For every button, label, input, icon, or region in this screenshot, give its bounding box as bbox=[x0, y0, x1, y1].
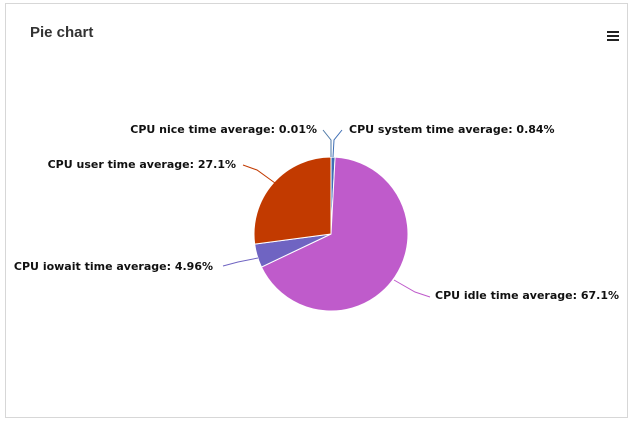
leader-line-system bbox=[332, 129, 343, 158]
pie-slice-user[interactable] bbox=[253, 156, 332, 245]
slice-label-idle: CPU idle time average: 67.1% bbox=[435, 289, 619, 302]
pie-slice-idle[interactable] bbox=[260, 156, 409, 312]
chart-menu-button[interactable] bbox=[600, 26, 624, 46]
hamburger-menu-icon bbox=[607, 31, 619, 41]
slice-label-system: CPU system time average: 0.84% bbox=[349, 123, 555, 136]
leader-line-nice bbox=[322, 129, 332, 157]
leader-line-idle bbox=[393, 279, 431, 298]
slice-label-nice: CPU nice time average: 0.01% bbox=[130, 123, 317, 136]
slice-label-iowait: CPU iowait time average: 4.96% bbox=[14, 260, 213, 273]
leader-line-iowait bbox=[222, 257, 259, 267]
slice-label-user: CPU user time average: 27.1% bbox=[48, 158, 236, 171]
panel-title: Pie chart bbox=[30, 24, 94, 41]
leader-line-user bbox=[242, 164, 276, 184]
